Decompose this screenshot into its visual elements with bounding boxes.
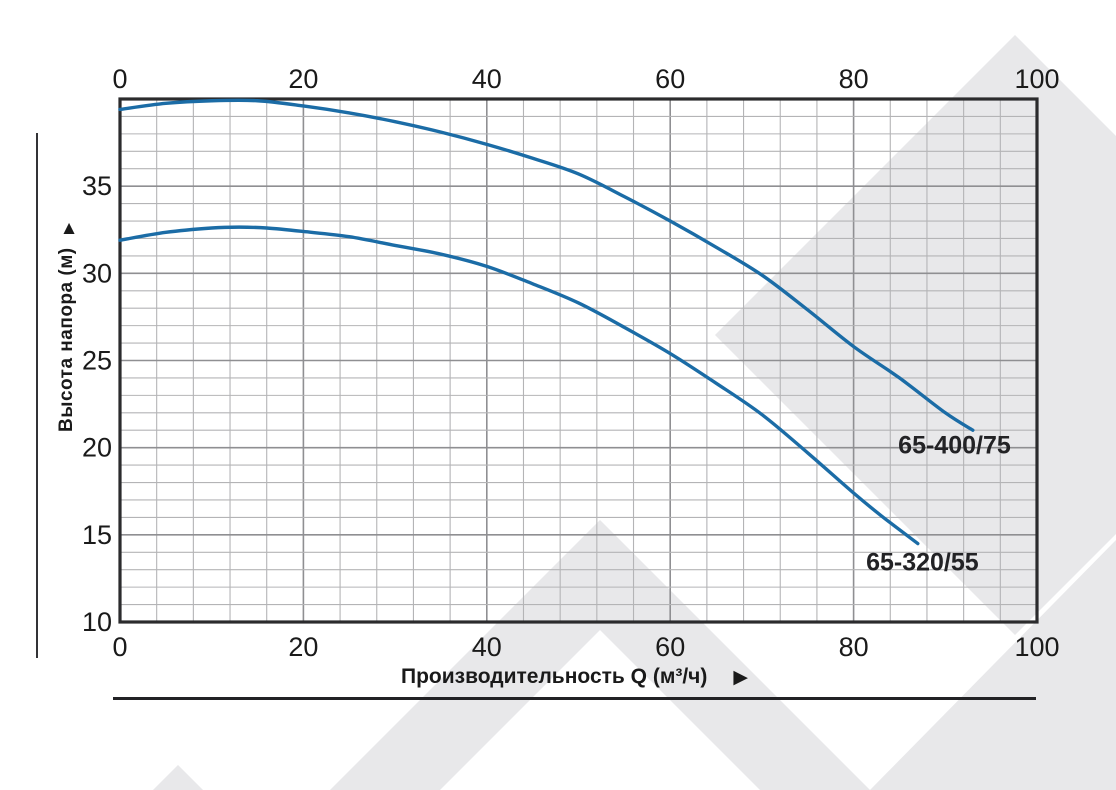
x-tick-label-bottom: 80 bbox=[839, 632, 869, 662]
curve-label-65-400-75: 65-400/75 bbox=[898, 431, 1011, 460]
plot-border bbox=[118, 97, 1039, 624]
x-tick-label-bottom: 0 bbox=[112, 632, 127, 662]
curve-label-65-320-55: 65-320/55 bbox=[866, 548, 979, 577]
right-arrow-icon: ▶ bbox=[733, 666, 748, 688]
y-tick-label: 25 bbox=[82, 346, 112, 376]
y-tick-label: 15 bbox=[82, 520, 112, 550]
x-tick-label-bottom: 60 bbox=[655, 632, 685, 662]
x-axis-title: Производительность Q (м³/ч) ▶ bbox=[113, 663, 1036, 691]
y-tick-label: 35 bbox=[82, 171, 112, 201]
series-curve-65-400-75 bbox=[118, 98, 975, 432]
x-tick-label-bottom: 40 bbox=[472, 632, 502, 662]
up-arrow-icon: ▲ bbox=[59, 218, 79, 239]
x-tick-label-top: 60 bbox=[655, 64, 685, 94]
x-tick-label-top: 80 bbox=[839, 64, 869, 94]
watermark-corner-triangle-icon bbox=[153, 765, 203, 790]
x-tick-label-top: 40 bbox=[472, 64, 502, 94]
x-tick-label-top: 0 bbox=[112, 64, 127, 94]
y-axis-title: Высота напора (м) bbox=[56, 247, 77, 433]
x-tick-label-top: 20 bbox=[288, 64, 318, 94]
watermark-diamond-icon bbox=[715, 35, 1116, 635]
x-axis-rule bbox=[113, 697, 1036, 700]
watermark-ring-icon bbox=[330, 520, 870, 790]
x-tick-label-bottom: 100 bbox=[1014, 632, 1059, 662]
watermark-band-icon bbox=[870, 540, 1116, 790]
y-tick-label: 10 bbox=[82, 607, 112, 637]
x-axis-label: Производительность Q (м³/ч) bbox=[400, 665, 708, 688]
y-tick-label: 30 bbox=[82, 258, 112, 288]
series-curve-65-320-55 bbox=[118, 225, 920, 546]
y-tick-label: 20 bbox=[82, 433, 112, 463]
x-tick-label-bottom: 20 bbox=[288, 632, 318, 662]
x-tick-label-top: 100 bbox=[1014, 64, 1059, 94]
y-axis-rule bbox=[36, 133, 38, 658]
